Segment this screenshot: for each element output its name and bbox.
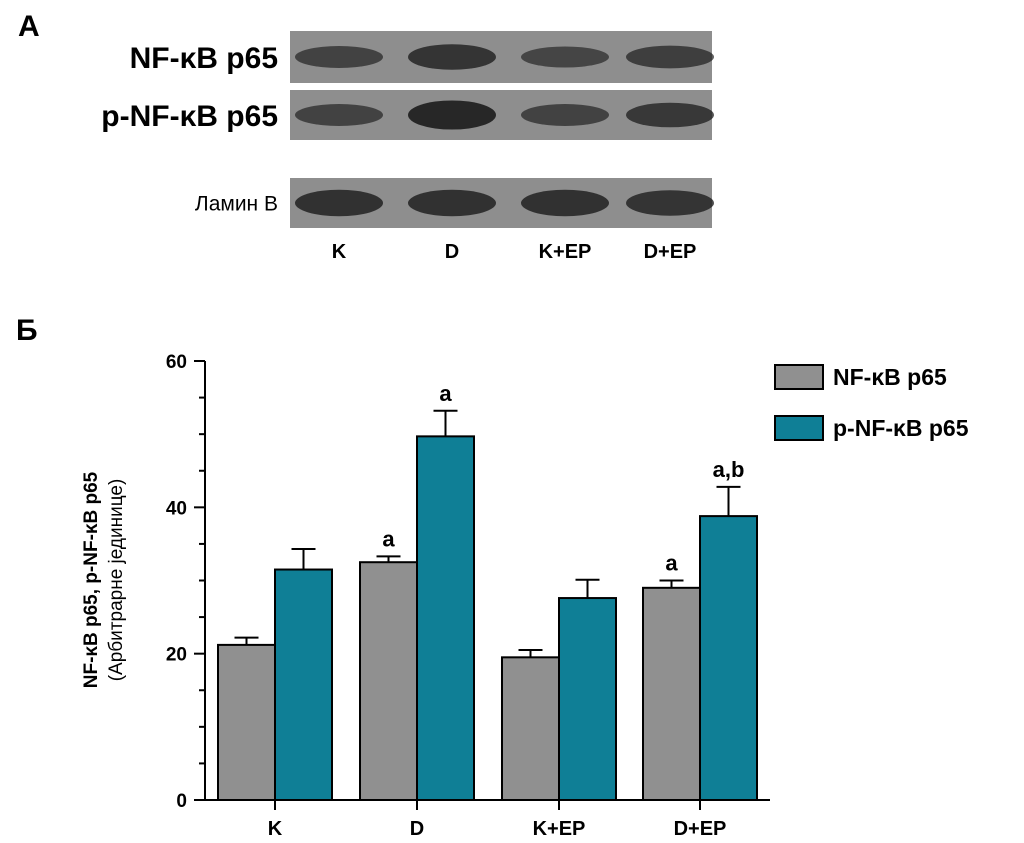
y-tick-label: 40: [166, 498, 187, 519]
lane-label: D+EP: [644, 241, 697, 263]
western-blot: NF-κB p65 p-NF-κB p65 Ламин В: [101, 31, 714, 228]
x-tick-label: K+EP: [533, 818, 586, 840]
y-tick-label: 60: [166, 352, 187, 373]
bar: [274, 568, 333, 802]
blot-band: [521, 46, 609, 68]
significance-label: a: [439, 381, 452, 406]
blot-label: NF-κB p65: [130, 42, 278, 75]
bar-chart: 0 20 40 60 NF-κB p65, p-NF-κB p65 (Арбитрарне…: [81, 352, 770, 840]
legend-label: NF-κB p65: [833, 364, 947, 390]
y-axis-label-line1: NF-κB p65, p-NF-κB p65: [81, 471, 102, 688]
blot-band: [521, 104, 609, 126]
blot-label: p-NF-κB p65: [101, 100, 278, 133]
x-tick-label: K: [268, 818, 283, 840]
bar: [501, 656, 560, 802]
blot-band: [408, 100, 496, 130]
bar: [642, 586, 701, 801]
y-axis-label-line2: (Арбитрарне јединице): [106, 479, 127, 682]
x-tick-label: D: [410, 818, 424, 840]
blot-band: [521, 189, 609, 217]
blot-band: [295, 189, 383, 217]
lane-labels: K D K+EP D+EP: [332, 241, 697, 263]
panel-a-label: А: [18, 10, 40, 43]
significance-label: a,b: [713, 457, 745, 482]
lane-label: K+EP: [539, 241, 592, 263]
blot-band: [408, 189, 496, 217]
x-tick-label: D+EP: [674, 818, 727, 840]
lane-label: D: [445, 241, 459, 263]
bar: [416, 435, 475, 801]
blot-band: [295, 104, 383, 126]
legend-swatch: [774, 364, 824, 390]
panel-b-label: Б: [16, 314, 38, 347]
blot-band: [626, 45, 714, 69]
significance-label: a: [665, 551, 678, 576]
lane-label: K: [332, 241, 347, 263]
legend-swatch: [774, 415, 824, 441]
blot-band: [626, 190, 714, 216]
blot-band: [295, 46, 383, 68]
bar: [217, 643, 276, 801]
legend-label: p-NF-κB p65: [833, 415, 969, 441]
significance-label: a: [382, 526, 395, 551]
bar: [359, 561, 418, 801]
y-tick-label: 20: [166, 645, 187, 666]
y-tick-label: 0: [176, 791, 187, 812]
bar: [558, 597, 617, 801]
blot-label: Ламин В: [195, 193, 278, 216]
blot-band: [408, 44, 496, 70]
blot-band: [626, 102, 714, 128]
bar: [699, 515, 758, 801]
legend: NF-κB p65 p-NF-κB p65: [774, 364, 969, 441]
